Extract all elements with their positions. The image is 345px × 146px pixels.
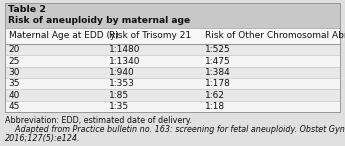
Text: Abbreviation: EDD, estimated date of delivery.: Abbreviation: EDD, estimated date of del… — [5, 116, 192, 125]
Text: 1:62: 1:62 — [205, 91, 225, 100]
Text: 1:475: 1:475 — [205, 57, 231, 66]
Bar — [5, 44, 340, 55]
Text: 20: 20 — [9, 45, 20, 54]
Bar — [5, 67, 340, 78]
Bar — [5, 55, 340, 67]
Text: 40: 40 — [9, 91, 20, 100]
Bar — [5, 28, 340, 112]
Text: Maternal Age at EDD (y): Maternal Age at EDD (y) — [9, 32, 118, 40]
Bar — [5, 101, 340, 112]
Text: 2016;127(5):e124.: 2016;127(5):e124. — [5, 134, 80, 143]
Text: Risk of aneuploidy by maternal age: Risk of aneuploidy by maternal age — [8, 16, 191, 25]
Text: 35: 35 — [9, 79, 20, 88]
Text: Risk of Other Chromosomal Abnormality: Risk of Other Chromosomal Abnormality — [205, 32, 345, 40]
Text: Risk of Trisomy 21: Risk of Trisomy 21 — [109, 32, 191, 40]
Text: 25: 25 — [9, 57, 20, 66]
Text: 1:353: 1:353 — [109, 79, 135, 88]
Text: 1:940: 1:940 — [109, 68, 135, 77]
Bar — [5, 3, 340, 28]
Text: 1:35: 1:35 — [109, 102, 129, 111]
Bar — [5, 89, 340, 101]
Text: 1:1340: 1:1340 — [109, 57, 140, 66]
Text: Table 2: Table 2 — [8, 5, 47, 14]
Text: Adapted from Practice bulletin no. 163: screening for fetal aneuploidy. Obstet G: Adapted from Practice bulletin no. 163: … — [5, 125, 345, 134]
Text: 45: 45 — [9, 102, 20, 111]
Text: 30: 30 — [9, 68, 20, 77]
Text: 1:1480: 1:1480 — [109, 45, 140, 54]
Text: 1:85: 1:85 — [109, 91, 129, 100]
Text: 1:525: 1:525 — [205, 45, 231, 54]
Text: 1:384: 1:384 — [205, 68, 231, 77]
Text: 1:18: 1:18 — [205, 102, 225, 111]
Bar — [5, 3, 340, 112]
Bar — [5, 78, 340, 89]
Text: 1:178: 1:178 — [205, 79, 231, 88]
